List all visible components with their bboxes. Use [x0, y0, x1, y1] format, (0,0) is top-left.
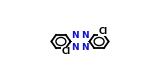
Text: Cl: Cl	[62, 47, 71, 56]
Text: N: N	[81, 31, 89, 40]
Text: N: N	[71, 31, 79, 40]
Text: Cl: Cl	[99, 27, 108, 36]
Text: N: N	[81, 43, 89, 52]
Text: N: N	[71, 43, 79, 52]
